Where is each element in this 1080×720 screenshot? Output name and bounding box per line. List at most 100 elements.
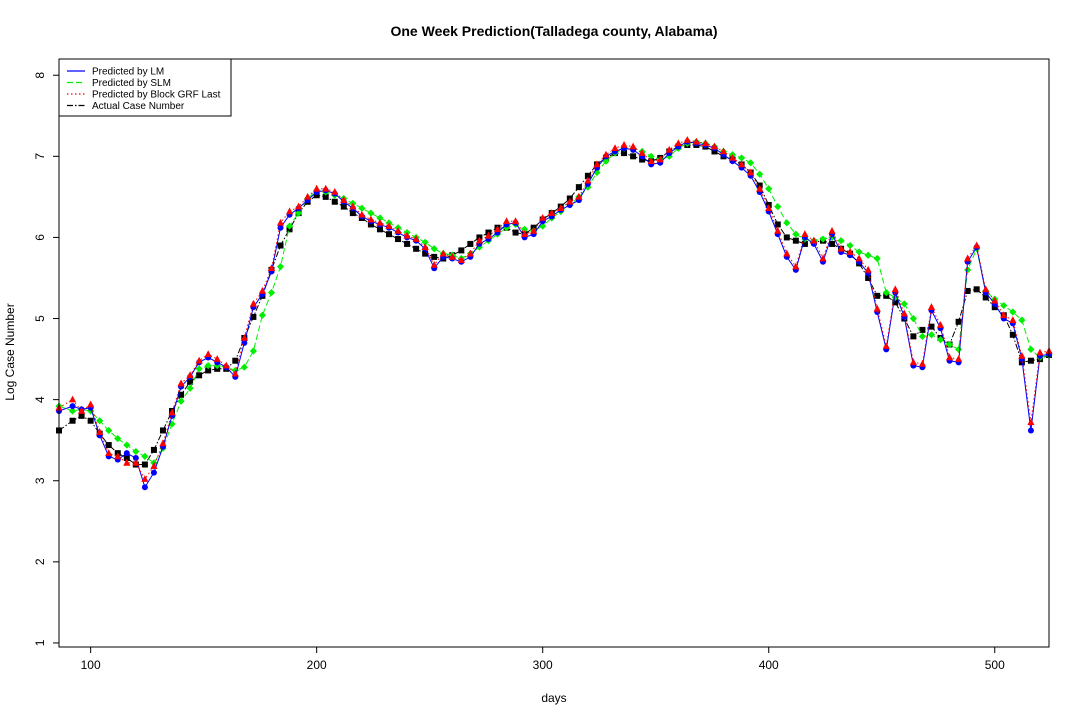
data-point: [928, 323, 935, 330]
data-point: [213, 361, 221, 370]
y-tick-label: 1: [33, 639, 47, 646]
data-point: [69, 417, 76, 424]
data-point: [512, 229, 519, 236]
data-point: [276, 263, 285, 271]
data-point: [178, 391, 185, 398]
data-point: [728, 153, 737, 161]
data-point: [1027, 418, 1035, 426]
data-point: [484, 231, 493, 239]
data-point: [394, 226, 402, 234]
data-point: [322, 193, 329, 200]
data-point: [909, 314, 917, 323]
data-point: [891, 293, 899, 302]
data-point: [276, 218, 285, 226]
data-point: [954, 355, 963, 362]
data-point: [403, 231, 411, 239]
data-point: [205, 367, 212, 374]
x-axis-label: days: [541, 691, 566, 705]
data-point: [349, 202, 357, 210]
data-point: [575, 184, 582, 191]
x-tick-label: 400: [759, 658, 779, 672]
x-tick-label: 200: [307, 658, 327, 672]
data-point: [132, 447, 140, 456]
data-point: [647, 152, 655, 160]
data-point: [683, 136, 691, 143]
data-point: [186, 384, 194, 392]
data-point: [964, 266, 972, 274]
data-point: [674, 139, 682, 147]
data-point: [1009, 331, 1016, 338]
data-point: [386, 231, 392, 238]
data-point: [882, 288, 890, 297]
data-point: [123, 450, 130, 457]
data-point: [575, 192, 583, 200]
data-point: [1009, 308, 1017, 316]
data-point: [196, 372, 203, 379]
data-point: [982, 294, 989, 301]
data-point: [258, 311, 267, 319]
data-point: [395, 236, 402, 243]
data-point: [792, 262, 800, 270]
data-point: [639, 156, 646, 163]
data-point: [910, 333, 917, 340]
data-point: [611, 144, 619, 152]
data-point: [792, 237, 799, 244]
data-point: [521, 225, 529, 233]
data-point: [458, 247, 465, 254]
data-point: [837, 237, 845, 245]
data-point: [855, 248, 863, 256]
data-point: [187, 378, 194, 385]
data-point: [621, 150, 628, 157]
data-point: [213, 355, 221, 362]
data-point: [530, 226, 538, 234]
data-point: [159, 439, 167, 447]
data-point: [819, 254, 827, 262]
data-point: [232, 357, 239, 364]
data-point: [521, 230, 529, 237]
data-point: [783, 249, 791, 257]
data-point: [331, 198, 338, 205]
data-point: [141, 475, 149, 482]
data-point: [874, 292, 881, 299]
data-point: [267, 264, 276, 272]
data-point: [87, 400, 95, 408]
data-point: [964, 254, 972, 262]
data-point: [747, 168, 755, 176]
data-point: [277, 242, 284, 249]
data-point: [865, 274, 872, 281]
series-predicted-by-block-grf-last: [55, 136, 1053, 482]
data-point: [78, 412, 85, 419]
data-point: [747, 159, 755, 167]
data-point: [123, 455, 130, 462]
data-point: [837, 244, 845, 252]
axes-layer: 100 200 300 400 500 1 2 3 4 5 6 7 8: [33, 58, 1050, 672]
data-point: [1027, 345, 1035, 353]
data-point: [774, 226, 782, 234]
data-point: [87, 417, 94, 424]
data-point: [557, 204, 565, 212]
legend-entry: Predicted by Block GRF Last: [92, 90, 221, 101]
data-point: [250, 313, 257, 320]
y-tick-label: 4: [33, 396, 47, 403]
data-point: [105, 442, 112, 449]
data-point: [900, 309, 908, 317]
data-point: [177, 379, 185, 387]
data-point: [973, 286, 980, 293]
data-point: [630, 153, 637, 160]
data-point: [511, 217, 520, 225]
data-point: [68, 395, 77, 403]
data-point: [918, 359, 927, 367]
data-point: [304, 192, 312, 200]
data-point: [493, 225, 502, 233]
data-point: [422, 250, 429, 257]
data-point: [1000, 311, 1008, 319]
data-point: [936, 321, 945, 328]
data-point: [819, 235, 827, 243]
data-point: [331, 188, 339, 195]
data-point: [68, 407, 77, 415]
y-tick-label: 3: [33, 477, 47, 484]
data-point: [656, 155, 664, 163]
data-point: [105, 426, 113, 435]
data-point: [159, 427, 166, 434]
